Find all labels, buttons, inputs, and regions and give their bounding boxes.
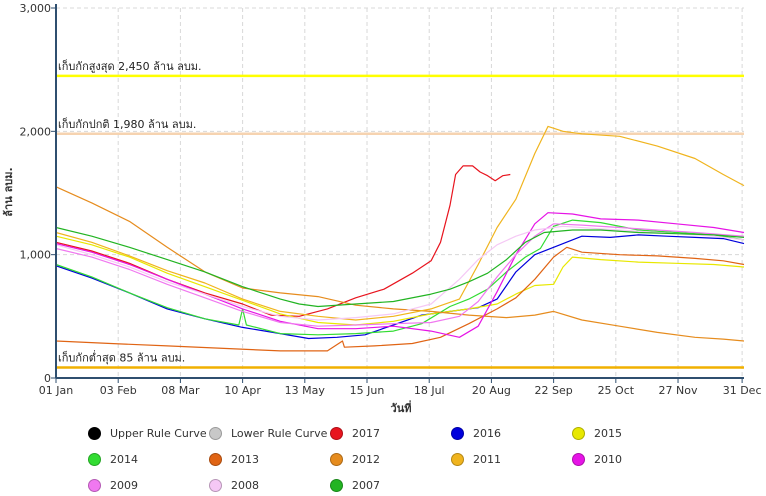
reference-line-label: เก็บกักสูงสุด 2,450 ล้าน ลบม. xyxy=(58,59,202,73)
x-axis-title: วันที่ xyxy=(391,400,412,415)
legend-label: 2015 xyxy=(594,426,622,440)
series-line-2014 xyxy=(55,219,745,336)
x-tick-labels: 01 Jan 03 Feb 08 Mar 10 Apr 13 May 15 Jun 18 J… xyxy=(39,384,762,397)
legend-item-2013[interactable]: 2013 xyxy=(209,450,259,468)
legend-label: 2012 xyxy=(352,452,380,466)
series-line-2007 xyxy=(55,226,745,308)
legend-item-2016[interactable]: 2016 xyxy=(451,424,501,442)
legend-item-2014[interactable]: 2014 xyxy=(88,450,138,468)
series-line-2008 xyxy=(55,225,745,321)
legend-item-2007[interactable]: 2007 xyxy=(330,476,380,494)
x-tick-label: 08 Mar xyxy=(161,384,200,397)
legend-label: Lower Rule Curve xyxy=(231,426,328,440)
reference-line-label: เก็บกักปกติ 1,980 ล้าน ลบม. xyxy=(58,117,196,131)
y-tick-label: 3,000 xyxy=(20,2,52,15)
legend-item-2011[interactable]: 2011 xyxy=(451,450,501,468)
legend-marker xyxy=(209,478,222,492)
series-line-2013 xyxy=(55,246,745,352)
chart-canvas: เก็บกักสูงสุด 2,450 ล้าน ลบม. เก็บกักปกติ… xyxy=(2,2,762,415)
x-tick-label: 25 Oct xyxy=(598,384,635,397)
x-tick-label: 31 Dec xyxy=(723,384,762,397)
legend-item-2010[interactable]: 2010 xyxy=(572,450,622,468)
legend-label: 2007 xyxy=(352,478,380,492)
y-tick-label: 0 xyxy=(44,372,51,385)
x-tick-label: 03 Feb xyxy=(100,384,137,397)
x-tick-label: 13 May xyxy=(285,384,326,397)
y-tick-label: 2,000 xyxy=(20,125,52,138)
legend-label: 2013 xyxy=(231,452,259,466)
series-line-2010 xyxy=(55,212,745,338)
x-tick-label: 27 Nov xyxy=(659,384,698,397)
x-tick-label: 20 Aug xyxy=(472,384,511,397)
legend-label: 2017 xyxy=(352,426,380,440)
y-axis-title: ล้าน ลบม. xyxy=(2,167,15,216)
legend-label: 2014 xyxy=(110,452,138,466)
legend-label: Upper Rule Curve xyxy=(110,426,207,440)
legend-item-2012[interactable]: 2012 xyxy=(330,450,380,468)
legend-label: 2011 xyxy=(473,452,501,466)
y-tick-labels: 0 1,000 2,000 3,000 xyxy=(20,2,52,385)
x-tick-label: 01 Jan xyxy=(39,384,73,397)
reference-line-label: เก็บกักต่ำสุด 85 ล้าน ลบม. xyxy=(58,350,185,365)
legend-item-2009[interactable]: 2009 xyxy=(88,476,138,494)
legend-item-2015[interactable]: 2015 xyxy=(572,424,622,442)
series-line-2017 xyxy=(55,165,511,317)
legend-marker xyxy=(572,452,585,466)
legend-marker xyxy=(88,452,101,466)
x-tick-label: 18 Jul xyxy=(414,384,445,397)
legend-label: 2008 xyxy=(231,478,259,492)
legend-marker xyxy=(572,426,585,440)
legend-label: 2010 xyxy=(594,452,622,466)
series-lines xyxy=(55,125,745,352)
reference-lines: เก็บกักสูงสุด 2,450 ล้าน ลบม. เก็บกักปกติ… xyxy=(56,59,744,369)
legend-marker xyxy=(209,452,222,466)
legend-item-2017[interactable]: 2017 xyxy=(330,424,380,442)
legend-label: 2009 xyxy=(110,478,138,492)
y-tick-label: 1,000 xyxy=(20,249,52,262)
x-tick-label: 15 Jun xyxy=(350,384,385,397)
legend-marker xyxy=(209,426,222,440)
legend-item-upper-rule-curve[interactable]: Upper Rule Curve xyxy=(88,424,207,442)
x-tick-label: 10 Apr xyxy=(224,384,261,397)
series-line-2012 xyxy=(55,186,745,342)
legend-label: 2016 xyxy=(473,426,501,440)
legend-item-lower-rule-curve[interactable]: Lower Rule Curve xyxy=(209,424,327,442)
legend-marker xyxy=(330,426,343,440)
series-line-2009 xyxy=(55,223,745,327)
legend-marker xyxy=(330,478,343,492)
series-line-2011 xyxy=(55,125,745,321)
legend-marker xyxy=(451,452,464,466)
legend-marker xyxy=(88,478,101,492)
legend-marker xyxy=(88,426,101,440)
chart-axes xyxy=(51,4,744,383)
legend-marker xyxy=(451,426,464,440)
legend-marker xyxy=(330,452,343,466)
x-tick-label: 22 Sep xyxy=(535,384,573,397)
chart-grid xyxy=(55,7,744,379)
legend-item-2008[interactable]: 2008 xyxy=(209,476,259,494)
